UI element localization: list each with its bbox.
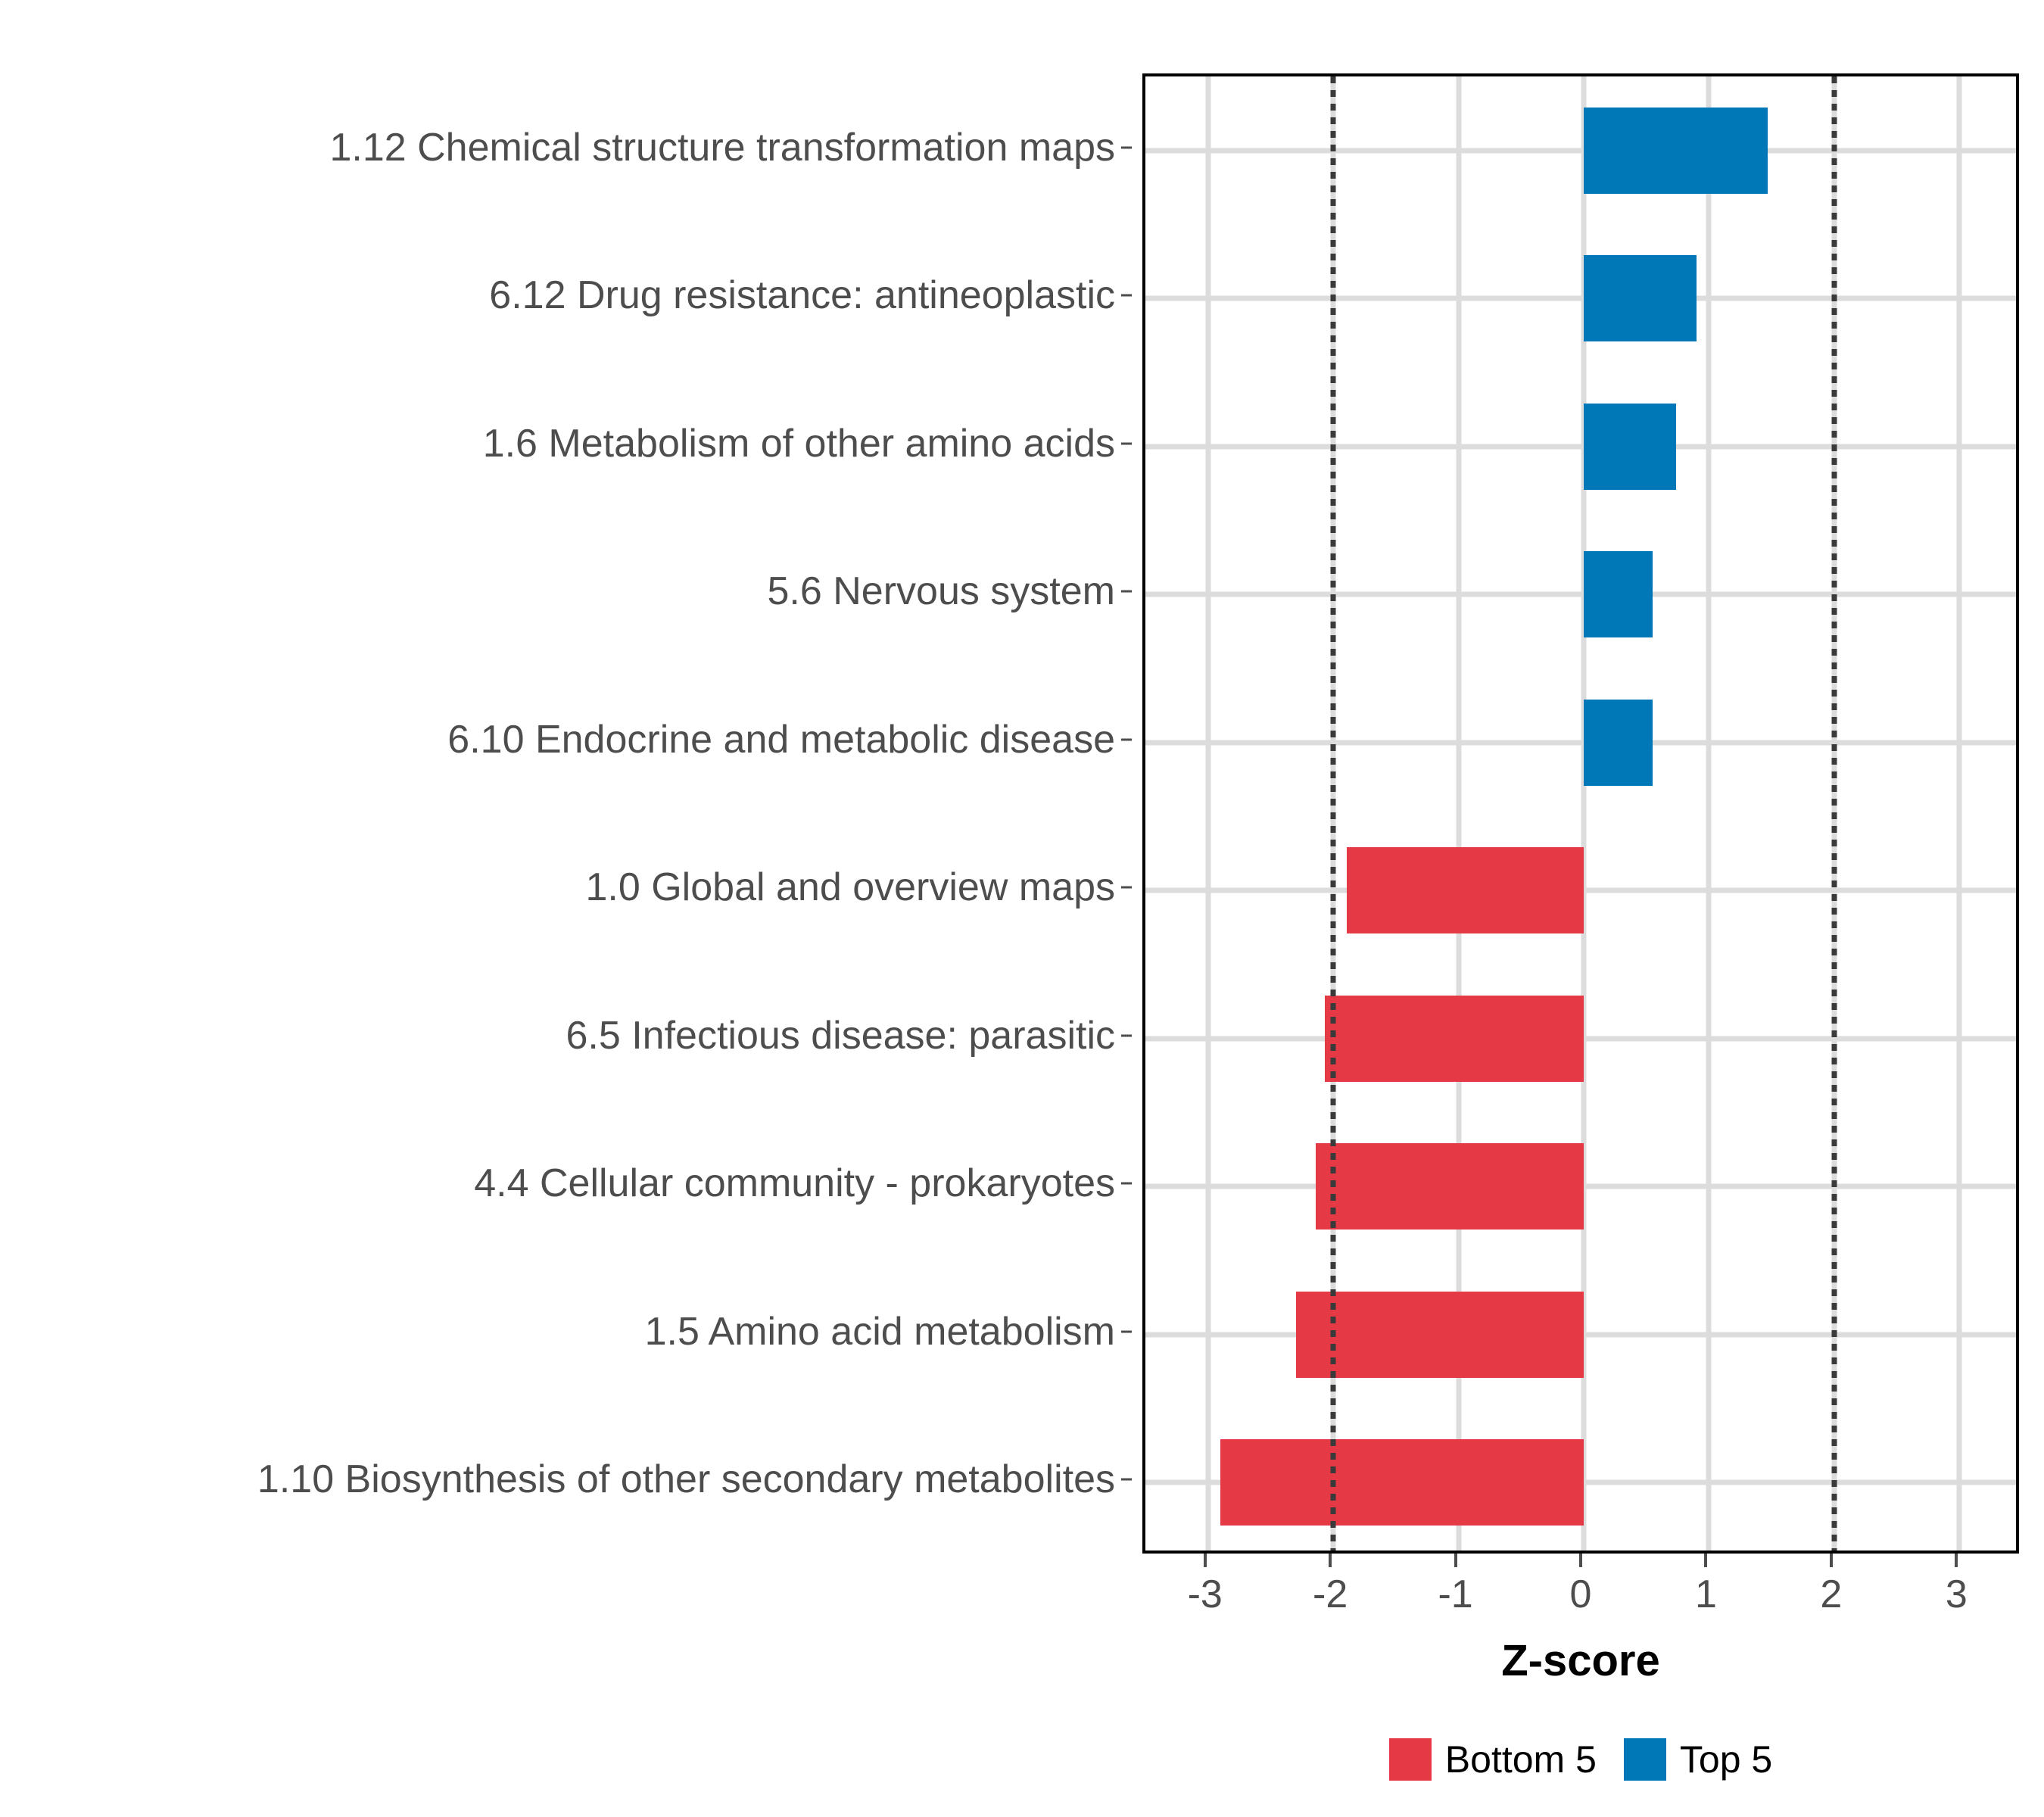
y-axis-tick-mark [1121, 886, 1132, 889]
x-axis-tick-mark [1955, 1554, 1958, 1567]
y-axis-tick-label: 1.5 Amino acid metabolism [644, 1309, 1115, 1354]
x-axis-tick-mark [1203, 1554, 1207, 1567]
gridline-horizontal [1145, 148, 2016, 154]
bar [1347, 847, 1584, 934]
bar [1584, 107, 1768, 194]
gridline-horizontal [1145, 591, 2016, 597]
bar [1315, 1143, 1584, 1230]
x-axis-tick-mark [1454, 1554, 1457, 1567]
bar [1324, 995, 1584, 1082]
y-axis-tick-mark [1121, 146, 1132, 149]
legend-color-swatch [1623, 1738, 1666, 1781]
y-axis-tick-mark [1121, 1330, 1132, 1333]
bar [1584, 255, 1697, 342]
plot-area [1145, 76, 2016, 1551]
y-axis-tick-mark [1121, 294, 1132, 297]
gridline-vertical [1456, 76, 1462, 1551]
y-axis-tick-mark [1121, 590, 1132, 593]
y-axis-tick-label: 5.6 Nervous system [767, 569, 1116, 614]
gridline-vertical [1956, 76, 1962, 1551]
y-axis-tick-label: 1.10 Biosynthesis of other secondary met… [257, 1457, 1115, 1502]
bar [1584, 551, 1653, 638]
x-axis-tick-mark [1704, 1554, 1708, 1567]
bar [1584, 699, 1653, 786]
bar [1220, 1439, 1584, 1526]
gridline-horizontal [1145, 295, 2016, 301]
y-axis-tick-mark [1121, 1034, 1132, 1037]
x-axis-tick-mark [1579, 1554, 1582, 1567]
x-axis-tick-label: -3 [1187, 1572, 1223, 1616]
y-axis-tick-mark [1121, 1478, 1132, 1481]
legend-label: Bottom 5 [1444, 1738, 1597, 1781]
y-axis-tick-label: 4.4 Cellular community - prokaryotes [474, 1161, 1115, 1206]
reference-line [1330, 76, 1336, 1551]
x-axis-tick-label: 0 [1569, 1572, 1592, 1616]
legend-item[interactable]: Bottom 5 [1388, 1738, 1597, 1781]
x-axis-tick-mark [1829, 1554, 1833, 1567]
reference-line [1831, 76, 1837, 1551]
x-axis-tick-label: -1 [1438, 1572, 1473, 1616]
y-axis-tick-label: 1.0 Global and overview maps [585, 865, 1116, 910]
x-axis-tick-label: 3 [1945, 1572, 1968, 1616]
legend-item[interactable]: Top 5 [1623, 1738, 1773, 1781]
y-axis-tick-label: 1.12 Chemical structure transformation m… [329, 125, 1115, 170]
legend-label: Top 5 [1679, 1738, 1773, 1781]
chart-legend: Bottom 5 Top 5 [1142, 1738, 2019, 1781]
y-axis-tick-label: 6.12 Drug resistance: antineoplastic [489, 273, 1115, 318]
bar [1295, 1291, 1584, 1378]
gridline-vertical [1706, 76, 1712, 1551]
x-axis-tick-label: 1 [1694, 1572, 1717, 1616]
gridline-vertical [1205, 76, 1211, 1551]
gridline-horizontal [1145, 444, 2016, 450]
y-axis-tick-mark [1121, 442, 1132, 445]
y-axis-labels: 1.12 Chemical structure transformation m… [0, 73, 1132, 1554]
gridline-horizontal [1145, 740, 2016, 746]
x-axis-tick-label: -2 [1313, 1572, 1348, 1616]
x-axis-title: Z-score [1501, 1636, 1660, 1685]
y-axis-tick-label: 6.5 Infectious disease: parasitic [566, 1013, 1115, 1058]
bar [1584, 403, 1677, 490]
x-axis-tick-label: 2 [1820, 1572, 1843, 1616]
y-axis-tick-label: 1.6 Metabolism of other amino acids [482, 421, 1115, 466]
y-axis-tick-mark [1121, 1182, 1132, 1185]
legend-color-swatch [1388, 1738, 1432, 1781]
x-axis-tick-mark [1329, 1554, 1332, 1567]
gridline-vertical [1581, 76, 1587, 1551]
y-axis-tick-label: 6.10 Endocrine and metabolic disease [447, 717, 1115, 762]
y-axis-tick-mark [1121, 738, 1132, 741]
plot-panel [1142, 73, 2019, 1554]
